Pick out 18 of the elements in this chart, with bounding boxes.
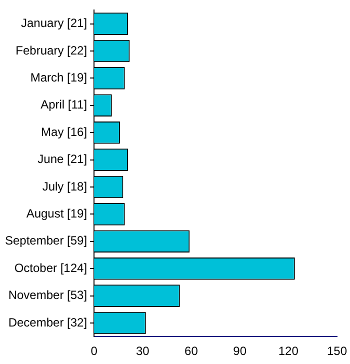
x-tick-label: 120 <box>278 344 299 358</box>
y-tick-label: January [21] <box>21 16 88 30</box>
y-tick-label: May [16] <box>41 124 88 139</box>
x-tick-label: 150 <box>326 344 348 358</box>
x-tick-label: 0 <box>90 344 98 358</box>
y-tick-label: October [124] <box>14 260 88 275</box>
y-tick-label: August [19] <box>26 206 88 221</box>
y-tick-label: December [32] <box>8 315 88 330</box>
y-tick-label: November [53] <box>8 288 88 302</box>
x-tick-label: 90 <box>233 344 247 358</box>
y-tick-label: September [59] <box>4 234 88 248</box>
x-tick-label: 60 <box>184 344 198 358</box>
y-tick-label: June [21] <box>38 152 88 166</box>
x-tick-label: 30 <box>136 344 150 358</box>
y-tick-label: July [18] <box>42 179 88 194</box>
y-tick-label: April [11] <box>40 98 88 112</box>
y-tick-label: March [19] <box>30 70 88 85</box>
y-tick-label: February [22] <box>16 43 88 58</box>
